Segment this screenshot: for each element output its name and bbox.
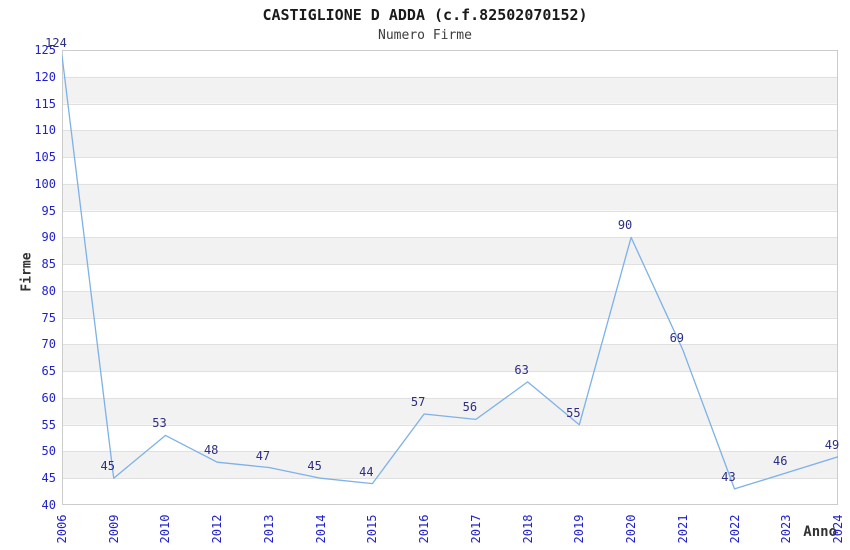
x-tick-label: 2010 [158, 514, 173, 544]
x-tick-label: 2021 [675, 514, 690, 544]
point-label: 53 [152, 416, 167, 431]
x-tick-label: 2013 [261, 514, 276, 544]
plot-area [62, 50, 838, 505]
x-tick-label: 2024 [831, 514, 845, 544]
y-tick-label: 90 [41, 230, 56, 245]
x-tick-label: 2014 [313, 514, 328, 544]
point-label: 124 [45, 36, 67, 51]
point-label: 45 [100, 459, 115, 474]
y-tick-label: 110 [34, 123, 56, 138]
x-tick-label: 2009 [106, 514, 121, 544]
x-tick-label: 2020 [624, 514, 639, 544]
y-tick-label: 125 [34, 43, 56, 57]
point-label: 90 [617, 218, 633, 233]
x-tick-label: 2016 [417, 514, 432, 544]
point-label: 57 [410, 395, 426, 409]
point-label: 46 [773, 453, 788, 468]
point-label: 63 [514, 362, 529, 377]
point-label: 49 [824, 437, 840, 452]
y-tick-label: 115 [34, 96, 56, 111]
x-tick-label: 2012 [210, 514, 225, 544]
y-tick-label: 60 [41, 390, 56, 405]
chart-title: CASTIGLIONE D ADDA (c.f.82502070152) [262, 6, 588, 24]
plot-band [62, 451, 838, 479]
plot-band [62, 344, 838, 372]
x-tick-label: 2017 [468, 514, 483, 544]
y-tick-label: 105 [34, 150, 56, 165]
y-tick-label: 70 [41, 337, 56, 352]
y-tick-label: 85 [41, 257, 56, 272]
point-label: 56 [462, 400, 478, 415]
x-tick-label: 2023 [779, 514, 794, 544]
x-axis-title: Anno [803, 524, 837, 540]
plot-border [62, 50, 838, 505]
y-tick-label: 100 [34, 176, 56, 191]
y-tick-label: 95 [41, 203, 56, 218]
chart-subtitle: Numero Firme [378, 28, 472, 43]
plot-band [62, 397, 838, 425]
y-tick-label: 55 [41, 417, 56, 432]
x-tick-label: 2006 [55, 514, 69, 544]
x-tick-label: 2022 [727, 514, 742, 544]
series-line [62, 55, 838, 490]
line-chart-canvas [62, 50, 838, 505]
plot-band [62, 183, 838, 211]
y-tick-label: 40 [41, 498, 56, 512]
y-tick-label: 50 [41, 444, 56, 459]
point-label: 43 [721, 469, 736, 484]
plot-band [62, 130, 838, 158]
point-label: 47 [255, 448, 271, 463]
point-label: 69 [669, 330, 685, 345]
plot-band [62, 76, 838, 104]
x-tick-label: 2019 [572, 514, 587, 544]
y-tick-label: 80 [41, 283, 56, 298]
y-tick-label: 120 [34, 69, 56, 84]
point-label: 45 [307, 459, 322, 474]
point-label: 44 [359, 464, 374, 479]
plot-band [62, 237, 838, 265]
y-tick-label: 65 [41, 364, 56, 379]
x-tick-label: 2018 [520, 514, 535, 544]
y-tick-label: 75 [41, 310, 56, 325]
x-tick-label: 2015 [365, 514, 380, 544]
plot-band [62, 290, 838, 318]
point-label: 48 [203, 443, 219, 458]
point-label: 55 [566, 405, 581, 420]
y-tick-label: 45 [41, 471, 56, 486]
